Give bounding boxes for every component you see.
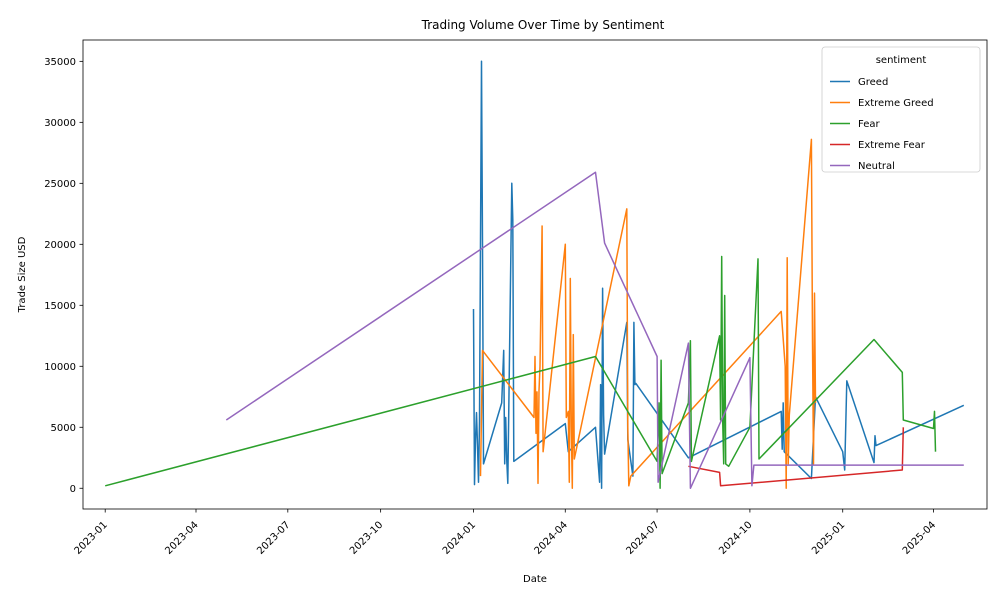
y-tick-label: 35000: [44, 57, 76, 68]
y-tick-label: 0: [70, 484, 76, 495]
series-line-extreme-greed: [479, 138, 817, 490]
series-line-fear: [105, 255, 937, 490]
legend-label-neutral: Neutral: [858, 161, 895, 172]
series-line-neutral: [225, 171, 964, 490]
y-axis: 0 5000 10000 15000 20000 25000 30000 35000: [44, 57, 83, 495]
y-tick-label: 5000: [51, 423, 76, 434]
legend-label-extreme-fear: Extreme Fear: [858, 140, 926, 151]
legend-label-greed: Greed: [858, 77, 888, 88]
legend: sentiment Greed Extreme Greed Fear Extreme F…: [821, 46, 981, 173]
y-tick-label: 20000: [44, 240, 76, 251]
x-axis-title: Date: [523, 574, 547, 585]
series-layer: [105, 60, 965, 490]
plot-area-frame: [82, 39, 988, 510]
y-axis-title: Trade Size USD: [17, 236, 28, 313]
legend-title: sentiment: [876, 55, 927, 66]
series-line-extreme-fear: [688, 427, 905, 487]
y-tick-label: 15000: [44, 301, 76, 312]
legend-label-fear: Fear: [858, 119, 880, 130]
legend-frame: [821, 46, 981, 173]
chart-title: Trading Volume Over Time by Sentiment: [421, 18, 665, 32]
y-tick-label: 30000: [44, 118, 76, 129]
y-tick-label: 25000: [44, 179, 76, 190]
legend-label-extreme-greed: Extreme Greed: [858, 98, 934, 109]
y-tick-label: 10000: [44, 362, 76, 373]
